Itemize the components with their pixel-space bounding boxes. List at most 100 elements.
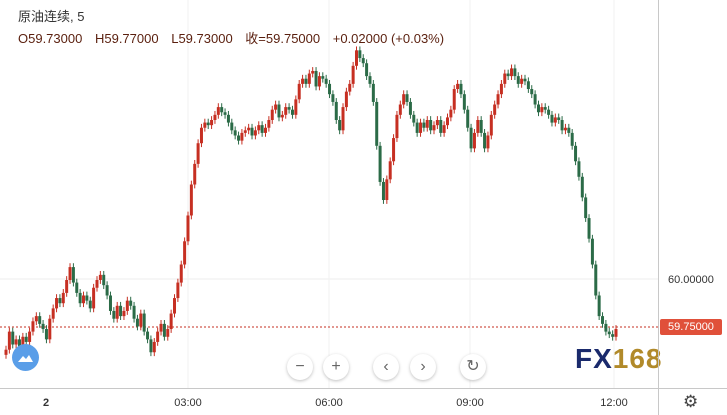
candle-body bbox=[173, 298, 177, 314]
candle-body bbox=[456, 83, 460, 90]
candle-body bbox=[95, 280, 99, 288]
candle-body bbox=[41, 323, 45, 330]
candle-body bbox=[176, 282, 180, 299]
candle-body bbox=[567, 127, 571, 133]
candle-body bbox=[560, 120, 564, 131]
candle-body bbox=[223, 112, 227, 115]
candle-body bbox=[297, 83, 301, 100]
candle-body bbox=[28, 331, 32, 342]
candle-body bbox=[156, 331, 160, 342]
candle-body bbox=[287, 107, 291, 110]
candle-body bbox=[496, 94, 500, 105]
candle-body bbox=[543, 107, 547, 110]
candle-body bbox=[365, 63, 369, 77]
candle-body bbox=[92, 287, 96, 309]
candle-body bbox=[58, 298, 62, 304]
candle-body bbox=[419, 122, 423, 133]
candlestick-series[interactable] bbox=[0, 0, 658, 388]
candle-body bbox=[206, 122, 210, 126]
candle-body bbox=[553, 117, 557, 123]
candle-body bbox=[65, 280, 69, 293]
candle-body bbox=[280, 114, 284, 118]
candle-body bbox=[166, 329, 170, 337]
candle-body bbox=[354, 50, 358, 66]
candle-body bbox=[405, 94, 409, 102]
candle-body bbox=[162, 323, 166, 337]
candle-body bbox=[378, 145, 382, 182]
candle-body bbox=[216, 107, 220, 115]
candle-body bbox=[412, 114, 416, 123]
candle-body bbox=[169, 313, 173, 330]
candle-body bbox=[489, 114, 493, 136]
candle-body bbox=[371, 83, 375, 102]
candle-body bbox=[580, 176, 584, 198]
candle-body bbox=[301, 78, 305, 84]
symbol-title[interactable]: 原油连续, 5 bbox=[18, 9, 85, 24]
candle-body bbox=[510, 68, 514, 77]
candle-body bbox=[294, 99, 298, 115]
zoom-in-button[interactable]: + bbox=[323, 354, 349, 380]
brand-badge[interactable] bbox=[12, 344, 39, 371]
candle-body bbox=[108, 295, 112, 311]
candle-body bbox=[71, 267, 75, 283]
candle-body bbox=[398, 104, 402, 115]
candle-body bbox=[334, 101, 338, 120]
time-axis[interactable]: 2 03:00 06:00 09:00 12:00 bbox=[0, 388, 658, 415]
candle-body bbox=[250, 127, 254, 136]
candle-body bbox=[199, 127, 203, 144]
candle-body bbox=[4, 349, 8, 355]
candle-body bbox=[243, 130, 247, 133]
candle-body bbox=[135, 318, 139, 327]
low-value: L59.73000 bbox=[171, 31, 233, 46]
candle-body bbox=[24, 336, 28, 342]
candle-body bbox=[425, 120, 429, 128]
candle-body bbox=[314, 70, 318, 87]
time-tick-0600: 06:00 bbox=[315, 397, 343, 409]
fx168-logo: FX168 bbox=[575, 343, 663, 374]
mountain-icon bbox=[18, 355, 33, 362]
candle-body bbox=[536, 104, 540, 113]
candle-body bbox=[226, 114, 230, 123]
candle-body bbox=[607, 331, 611, 335]
candle-body bbox=[119, 305, 123, 317]
candle-body bbox=[240, 132, 244, 141]
candle-body bbox=[78, 292, 82, 304]
candle-body bbox=[435, 120, 439, 126]
zoom-out-button[interactable]: − bbox=[287, 354, 313, 380]
candle-body bbox=[44, 329, 48, 340]
candle-body bbox=[395, 114, 399, 139]
price-axis[interactable] bbox=[658, 0, 727, 388]
candle-body bbox=[476, 120, 480, 133]
candle-body bbox=[375, 101, 379, 146]
candle-body bbox=[38, 316, 42, 324]
candle-body bbox=[493, 104, 497, 115]
gear-icon[interactable]: ⚙ bbox=[683, 392, 699, 411]
candle-body bbox=[105, 285, 109, 296]
candle-body bbox=[439, 120, 443, 133]
candle-body bbox=[408, 101, 412, 115]
candle-body bbox=[311, 70, 315, 74]
scroll-right-button[interactable]: › bbox=[410, 354, 436, 380]
candle-body bbox=[469, 127, 473, 149]
scroll-left-button[interactable]: ‹ bbox=[373, 354, 399, 380]
reset-chart-button[interactable]: ↻ bbox=[460, 354, 486, 380]
candle-body bbox=[186, 215, 190, 242]
candle-body bbox=[270, 109, 274, 120]
chart-area[interactable]: 原油连续, 5 O59.73000 H59.77000 L59.73000 收=… bbox=[0, 0, 662, 388]
candle-body bbox=[284, 107, 288, 115]
candle-body bbox=[449, 109, 453, 118]
chevron-left-icon: ‹ bbox=[383, 358, 389, 375]
candle-body bbox=[152, 341, 156, 353]
time-tick-0300: 03:00 bbox=[174, 397, 202, 409]
candle-body bbox=[88, 300, 92, 309]
candle-body bbox=[547, 109, 551, 115]
minus-icon: − bbox=[295, 358, 305, 375]
candle-body bbox=[550, 114, 554, 123]
candle-body bbox=[189, 184, 193, 216]
candle-body bbox=[51, 308, 55, 319]
candle-body bbox=[304, 78, 308, 84]
candle-body bbox=[264, 127, 268, 133]
candle-body bbox=[587, 218, 591, 239]
candle-body bbox=[196, 143, 200, 164]
candle-body bbox=[274, 104, 278, 110]
